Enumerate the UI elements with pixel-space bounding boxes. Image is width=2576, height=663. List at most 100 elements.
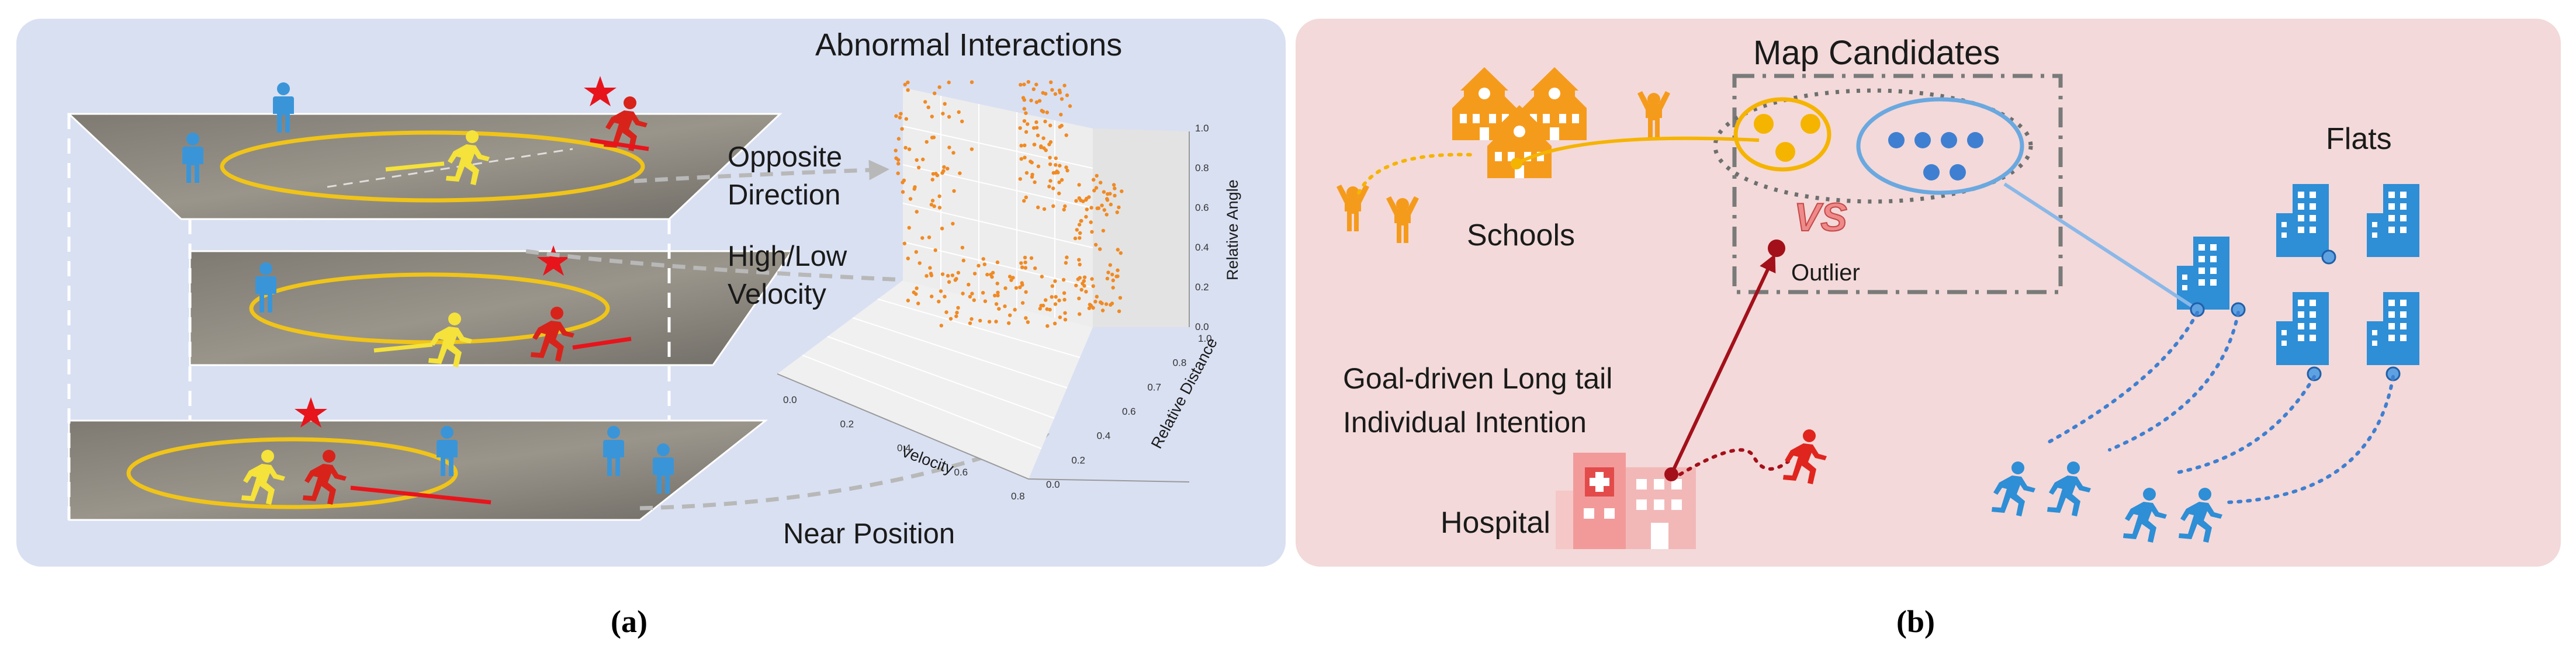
individual-trajectory [1678, 448, 1790, 476]
scatter-point [1024, 290, 1028, 294]
scatter-point [930, 178, 934, 182]
scatter-point [1064, 133, 1068, 137]
scatter-point [989, 272, 993, 277]
scatter-point [917, 261, 922, 265]
scatter-point [901, 180, 905, 185]
scatter-point [920, 236, 925, 240]
scatter-point [1018, 177, 1023, 181]
scatter-point [1029, 256, 1034, 260]
scatter-point [1061, 277, 1066, 282]
scatter-point [940, 227, 944, 231]
panel-b-background [1296, 19, 2561, 567]
scatter-point [1058, 164, 1062, 168]
scatter-point [929, 272, 933, 276]
scatter-point [1051, 204, 1055, 208]
scatter-point [1019, 144, 1023, 148]
scatter-point [1079, 287, 1083, 292]
scatter-point [1043, 119, 1047, 124]
scatter-point [939, 324, 944, 328]
scatter-point [970, 80, 974, 84]
scatter-point [915, 158, 919, 162]
scatter-point [903, 145, 908, 150]
scatter-point [1090, 277, 1094, 281]
scatter-point [1088, 303, 1092, 307]
scatter-point [1039, 144, 1043, 148]
scatter-point [1063, 311, 1067, 315]
scatter-point [970, 147, 974, 151]
direction-label: Direction [728, 179, 840, 211]
scatter-point [902, 241, 907, 245]
scatter-point [937, 206, 942, 210]
panel-a: 0.0 0.2 0.4 0.6 0.8 0.0 0.2 0.4 0.6 0.7 0.8 1.0 0.… [16, 19, 1286, 567]
scatter-point [1053, 302, 1058, 306]
scatter-point [1065, 93, 1069, 98]
scatter-point [1095, 294, 1099, 298]
scatter-point [941, 112, 945, 116]
scatter-point [1041, 136, 1045, 140]
scatter-point [899, 112, 903, 116]
scatter-point [1050, 295, 1054, 299]
scatter-point [1044, 92, 1048, 96]
scatter-point [994, 302, 999, 306]
scatter-point [917, 165, 921, 169]
flat-trajectories [2044, 311, 2395, 504]
scatter-point [1053, 279, 1057, 283]
scatter-point [1054, 295, 1058, 299]
scatter-point [1007, 275, 1012, 279]
z-tick-label: 0.2 [1195, 282, 1209, 293]
scatter-point [906, 298, 910, 303]
scatter-point [1022, 107, 1027, 111]
scatter-point [954, 314, 958, 318]
scatter-point [1078, 262, 1082, 267]
scatter-point [1057, 191, 1061, 196]
scatter-point [1051, 186, 1055, 190]
scatter-point [967, 283, 971, 287]
scatter-point [1033, 180, 1037, 185]
scatter-point [1003, 304, 1007, 308]
scatter-point [1048, 307, 1052, 312]
scatter-point [896, 137, 901, 141]
scatter-point [1057, 180, 1061, 185]
scatter-point [1106, 192, 1110, 196]
x-tick-label: 0.4 [897, 443, 911, 454]
scatter-point [1049, 80, 1053, 84]
scatter-point [1075, 228, 1079, 232]
scatter-point [943, 102, 947, 106]
school-goal-dot [1754, 114, 1774, 134]
scatter-point [928, 266, 932, 270]
scatter-point [1011, 276, 1015, 280]
scatter-point [1079, 218, 1083, 223]
scatter-point [1053, 92, 1058, 96]
scatter-point [1045, 324, 1050, 328]
scatter-point [1100, 203, 1104, 207]
scatter-point [972, 298, 977, 302]
pedestrians-layer-middle [255, 245, 632, 367]
scatter-point [947, 114, 951, 119]
scatter-point [1091, 306, 1095, 310]
scatter-point [894, 114, 898, 118]
caption-a: (a) [611, 604, 648, 639]
scatter-point [1013, 308, 1017, 312]
scatter-point [932, 204, 936, 209]
scatter-point [930, 294, 934, 298]
scatter-point [946, 166, 950, 171]
flat-to-candidates-line [2003, 182, 2198, 311]
scatter-point [1031, 126, 1036, 130]
scatter-point [1047, 185, 1051, 189]
flats-label: Flats [2326, 122, 2392, 156]
scatter-point [1094, 186, 1099, 190]
scatter-point [912, 187, 916, 191]
scatter-point [1052, 321, 1057, 325]
scatter-point [970, 291, 974, 296]
scatter-point [1082, 275, 1087, 279]
scatter-point [1042, 207, 1047, 211]
scatter-point [1056, 171, 1060, 175]
x-tick-label: 0.6 [954, 467, 968, 478]
scatter-point [1058, 315, 1062, 320]
scatter-point [1045, 110, 1050, 114]
scatter-point [1023, 143, 1027, 147]
scatter-point [1040, 275, 1044, 279]
scatter-point [937, 194, 941, 199]
scatter-point [1078, 231, 1082, 235]
